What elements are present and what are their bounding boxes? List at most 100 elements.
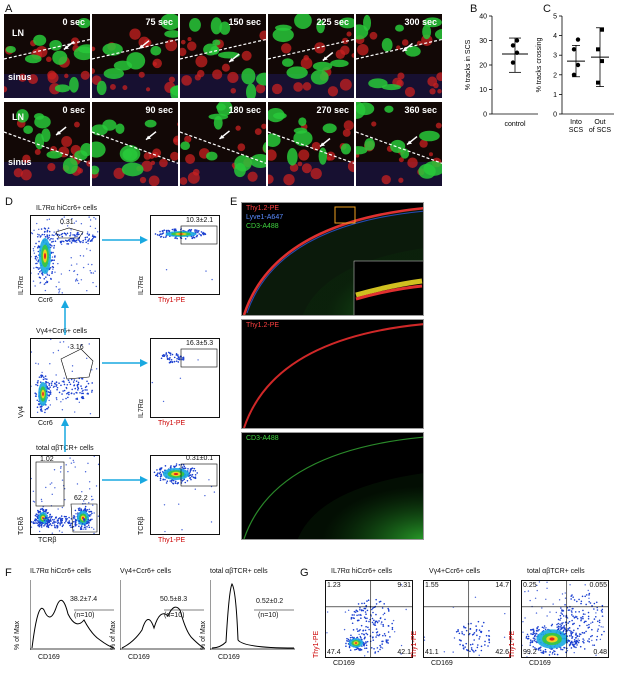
confocal-thy12: Thy1.2-PE [241,319,424,429]
y-axis-label: % of Max [200,620,207,650]
histogram-title: total αβTCR+ cells [210,568,268,575]
y-tick-label: 40 [479,14,487,21]
gate-value: 3.16 [70,344,84,351]
y-axis-label: Vγ4 [18,405,25,418]
timelapse-frame: 150 sec [179,13,267,99]
y-axis-label: Thy1-PE [411,630,418,658]
x-category: control [504,121,525,128]
y-axis-label: IL7Rα [138,276,145,295]
y-axis-label: % tracks crossing [536,37,543,92]
panel-label-a: A [5,3,13,15]
flow-plot-right: 0.31±0.1 TCRβ Thy1-PE [138,455,220,544]
quadrant-ul: 0.25 [523,582,537,589]
y-axis-label: IL7Rα [138,399,145,418]
y-tick-label: 30 [479,38,487,45]
data-point [571,47,577,52]
gate-value: 0.31 [60,219,74,226]
gating-arrow-up [61,300,69,335]
timelapse-frame: 0 sec LN sinus [3,101,91,187]
flow-plot-left: IL7Rα hiCcr6+ cells 0.31 IL7Rα Ccr6 [18,205,100,304]
frame-time: 360 sec [404,105,437,115]
mid-label: Thy1.2-PE [246,322,280,329]
data-point [571,72,577,77]
panel-label-g: G [300,567,309,579]
histogram-n: (n=10) [258,612,279,619]
histogram-plot: total αβTCR+ cells 0.52±0.2 (n=10) % of Max… [200,568,295,661]
x-category: Into [570,119,582,126]
frame-time: 0 sec [62,17,85,27]
data-point [596,47,600,52]
frame-time: 75 sec [145,17,173,27]
gate-percent: 0.31±0.1 [186,455,214,462]
quadrant-plot: total αβTCR+ cells 0.25 0.055 99.2 0.48 Thy1-… [509,568,610,667]
quadrant-ll: 47.4 [327,649,341,656]
data-point [514,50,520,55]
gating-arrow [102,359,148,367]
data-point [600,27,604,32]
ln-label: LN [12,28,24,38]
y-axis-label: TCRβ [138,516,145,535]
frame-time: 150 sec [228,17,261,27]
flow-plot-title: Vγ4+Ccr6+ cells [36,328,87,335]
quadrant-plot: Vγ4+Ccr6+ cells 1.55 14.7 41.1 42.6 Thy1-PE CD… [411,568,512,667]
legend-lyve1: Lyve1-A647 [246,214,284,221]
plot-frame [30,455,100,535]
gate-value-1: 1.02 [40,456,54,463]
confocal-cd3: CD3-A488 [241,432,424,540]
y-tick-label: 5 [553,14,557,21]
y-tick-label: 0 [483,112,487,119]
gate-percent: 10.3±2.1 [186,217,214,224]
legend-thy12: Thy1.2-PE [246,205,280,212]
frame-time: 300 sec [404,17,437,27]
frame-time: 90 sec [145,105,173,115]
gating-arrow-up [61,418,69,452]
histogram-plot: Vγ4+Ccr6+ cells 50.5±8.3 (n=10) % of Max CD1… [110,568,205,661]
x-axis-label: Ccr6 [38,420,53,427]
gate-value-2: 62.2 [74,495,88,502]
x-axis-label: CD169 [333,660,355,667]
y-axis-label: Thy1-PE [509,630,516,658]
x-axis-label: Thy1-PE [158,420,186,427]
plot-frame [325,580,414,659]
histogram-n: (n=10) [74,612,95,619]
panel-label-e: E [230,196,238,208]
y-tick-label: 20 [479,63,487,70]
quadrant-title: Vγ4+Ccr6+ cells [429,568,480,575]
y-axis-label: % of Max [14,620,21,650]
x-category: Out [594,119,605,126]
histogram-value: 0.52±0.2 [256,598,284,605]
bot-label: CD3-A488 [246,435,279,442]
plot-frame [521,580,610,659]
data-point [510,43,516,48]
histogram-title: IL7Rα hiCcr6+ cells [30,568,92,575]
plot-frame [30,215,100,295]
flow-plot-title: IL7Rα hiCcr6+ cells [36,205,98,212]
flow-plot-right: 16.3±5.3 IL7Rα Thy1-PE [138,338,220,427]
timelapse-frame: 180 sec [179,101,267,187]
histogram-n: (n=10) [164,612,185,619]
quadrant-lr: 42.1 [397,649,411,656]
ln-label: LN [12,112,24,122]
plot-frame [150,338,220,418]
quadrant-ll: 41.1 [425,649,439,656]
data-point [514,38,520,43]
plot-frame [150,455,220,535]
gate-percent: 16.3±5.3 [186,340,214,347]
x-axis-label: CD169 [128,654,150,661]
gating-arrow [102,236,148,244]
quadrant-ll: 99.2 [523,649,537,656]
quadrant-ul: 1.23 [327,582,341,589]
y-tick-label: 4 [553,33,557,40]
flow-plot-right: 10.3±2.1 IL7Rα Thy1-PE [138,215,220,304]
timelapse-frame: 360 sec [355,101,443,187]
y-axis-label: TCRδ [18,516,25,535]
panel-b-chart: 0 10 20 30 40 control % tracks in SCS [465,14,538,128]
timelapse-frame: 270 sec [267,101,355,187]
timelapse-frame: 90 sec [91,101,179,187]
y-tick-label: 1 [553,92,557,99]
x-axis-label: Thy1-PE [158,537,186,544]
frame-time: 180 sec [228,105,261,115]
histogram-value: 50.5±8.3 [160,596,188,603]
x-axis-label: CD169 [529,660,551,667]
